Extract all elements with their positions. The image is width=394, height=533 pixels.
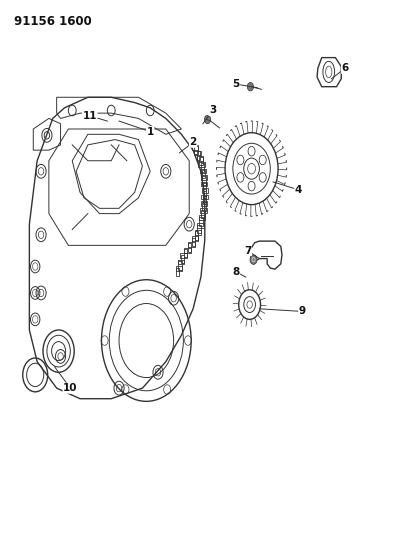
Bar <box>192 145 198 150</box>
Bar <box>201 208 207 213</box>
Text: 5: 5 <box>232 79 240 89</box>
Bar <box>180 255 184 263</box>
Bar <box>203 176 206 185</box>
Bar <box>203 196 206 205</box>
Bar <box>184 248 191 253</box>
Bar <box>197 156 203 161</box>
Bar <box>203 189 206 198</box>
Bar <box>203 203 206 211</box>
Bar <box>201 182 208 187</box>
Text: 8: 8 <box>232 267 240 277</box>
Bar <box>178 261 182 270</box>
Bar <box>201 195 208 199</box>
Bar <box>176 266 182 271</box>
Bar <box>201 201 207 206</box>
Bar <box>199 157 203 165</box>
Bar <box>197 151 201 160</box>
Text: 9: 9 <box>299 306 306 317</box>
Bar <box>197 223 204 228</box>
Bar <box>192 238 195 246</box>
Text: 7: 7 <box>244 246 251 256</box>
Text: 3: 3 <box>209 106 216 116</box>
Bar <box>194 150 201 155</box>
Text: 91156 1600: 91156 1600 <box>14 15 91 28</box>
Bar <box>199 217 203 226</box>
Text: 4: 4 <box>295 185 302 195</box>
Bar <box>178 260 184 264</box>
Circle shape <box>247 83 253 91</box>
Text: 11: 11 <box>83 111 97 121</box>
Bar <box>188 243 195 247</box>
Bar <box>199 215 205 220</box>
Bar <box>176 268 179 276</box>
Bar <box>201 175 207 180</box>
Bar <box>188 243 191 252</box>
Bar <box>195 231 198 240</box>
Bar <box>195 146 198 155</box>
Bar <box>192 236 198 241</box>
Text: 6: 6 <box>342 63 349 73</box>
Bar <box>195 230 201 235</box>
Bar <box>202 170 205 179</box>
Bar <box>180 253 187 258</box>
Circle shape <box>204 115 211 124</box>
Bar <box>203 183 206 191</box>
Text: 1: 1 <box>147 127 154 136</box>
Bar <box>197 224 201 233</box>
Text: 2: 2 <box>190 137 197 147</box>
Bar <box>202 188 208 193</box>
Bar <box>201 164 204 172</box>
Bar <box>184 248 188 257</box>
Bar <box>200 168 206 173</box>
Text: 10: 10 <box>63 383 78 393</box>
Bar <box>201 210 204 218</box>
Bar <box>199 162 205 167</box>
Circle shape <box>250 255 257 264</box>
